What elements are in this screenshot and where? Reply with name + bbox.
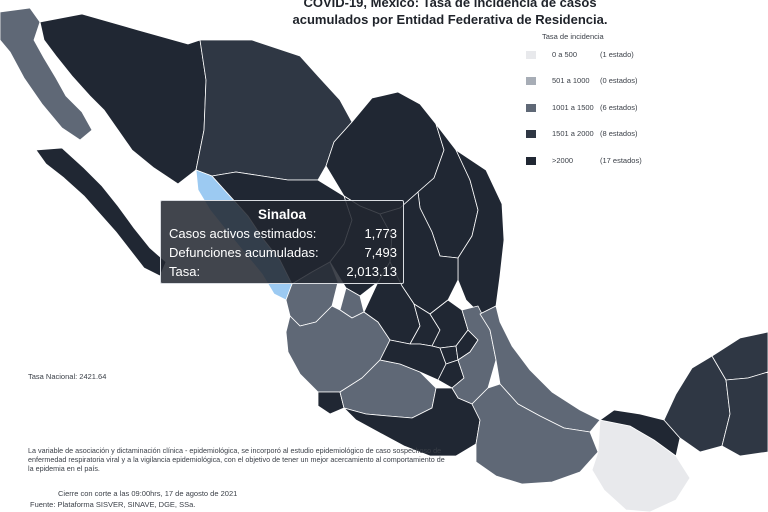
tooltip-row: Tasa: 2,013.13 [169, 264, 397, 282]
map-title-line1: COVID-19, México: Tasa de incidencia de … [303, 0, 597, 10]
state-baja-california[interactable] [0, 7, 93, 141]
legend-item: 1001 a 1500 (6 estados) [522, 103, 712, 115]
legend-item: 0 a 500 (1 estado) [522, 50, 712, 62]
legend-title: Tasa de incidencia [542, 32, 604, 41]
legend-range: 1001 a 1500 [552, 103, 594, 112]
legend-item: 501 a 1000 (0 estados) [522, 76, 712, 88]
legend-count: (6 estados) [600, 103, 638, 112]
tooltip-label: Tasa: [169, 264, 201, 279]
footer: Cierre con corte a las 09:00hrs, 17 de a… [30, 488, 237, 510]
tooltip-value: 7,493 [364, 245, 397, 260]
tooltip-value: 1,773 [364, 226, 397, 241]
legend-range: 501 a 1000 [552, 76, 590, 85]
state-sonora[interactable] [39, 13, 207, 185]
tooltip-value: 2,013.13 [346, 264, 397, 279]
tooltip-state-name: Sinaloa [257, 207, 306, 222]
source-text: Fuente: Plataforma SISVER, SINAVE, DGE, … [30, 500, 196, 509]
legend-swatch [526, 77, 536, 85]
legend-item: >2000 (17 estados) [522, 156, 712, 168]
legend-swatch [526, 130, 536, 138]
legend-item: 1501 a 2000 (8 estados) [522, 129, 712, 141]
tooltip-label: Casos activos estimados: [169, 226, 317, 241]
legend-count: (0 estados) [600, 76, 638, 85]
map-title-line2: acumulados por Entidad Federativa de Res… [292, 12, 608, 27]
tooltip-row: Defunciones acumuladas: 7,493 [169, 245, 397, 263]
legend-swatch [526, 51, 536, 59]
legend-count: (8 estados) [600, 129, 638, 138]
national-rate: Tasa Nacional: 2421.64 [28, 372, 107, 381]
state-veracruz[interactable] [479, 305, 601, 433]
legend-range: 1501 a 2000 [552, 129, 594, 138]
legend-count: (1 estado) [600, 50, 634, 59]
methodology-note: La variable de asociación y dictaminació… [28, 446, 445, 473]
state-baja-california-sur[interactable] [35, 147, 167, 277]
legend-range: >2000 [552, 156, 574, 165]
legend-range: 0 a 500 [552, 50, 578, 59]
legend-swatch [526, 157, 536, 165]
state-tooltip: Sinaloa Casos activos estimados: 1,773 D… [160, 200, 404, 284]
tooltip-label: Defunciones acumuladas: [169, 245, 319, 260]
tooltip-row: Casos activos estimados: 1,773 [169, 226, 397, 244]
legend-count: (17 estados) [600, 156, 642, 165]
cutoff-text: Cierre con corte a las 09:00hrs, 17 de a… [58, 489, 238, 498]
map-title: COVID-19, México: Tasa de incidencia de … [170, 0, 730, 28]
state-colima[interactable] [317, 391, 345, 415]
state-oaxaca[interactable] [471, 383, 599, 485]
legend-swatch [526, 104, 536, 112]
state-quintana-roo[interactable] [721, 371, 768, 457]
